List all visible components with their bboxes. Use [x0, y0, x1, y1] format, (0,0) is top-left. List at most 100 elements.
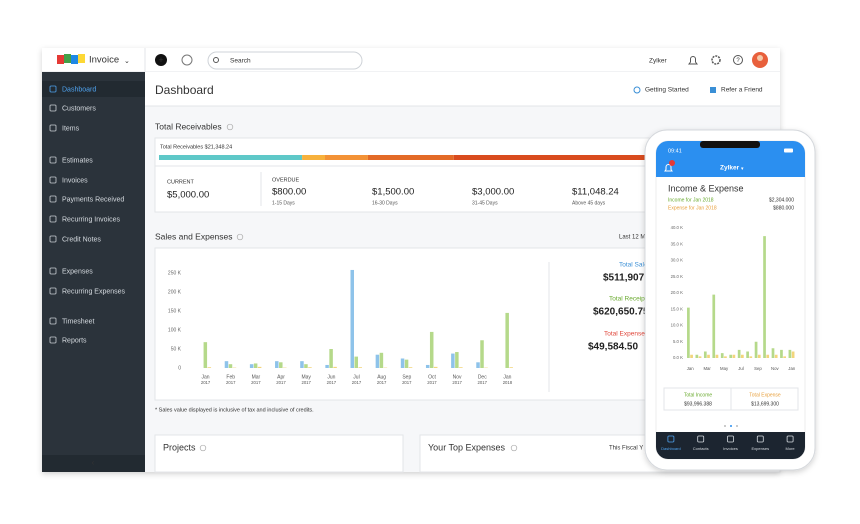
bar: [404, 359, 409, 368]
getting-started-link[interactable]: Getting Started: [645, 87, 689, 94]
menu-item[interactable]: Dashboard: [62, 86, 96, 93]
menu-item[interactable]: Customers: [62, 105, 96, 112]
income-amount: $2,304.000: [769, 197, 794, 203]
x-tick-label: Dec: [478, 374, 487, 380]
menu-item[interactable]: Payments Received: [62, 196, 124, 203]
tab-label[interactable]: Dashboard: [661, 446, 681, 451]
plus-icon: +: [158, 55, 163, 65]
bar: [774, 354, 778, 358]
phone-org[interactable]: Zylker: [720, 165, 740, 172]
menu-item[interactable]: Recurring Invoices: [62, 216, 120, 223]
sidebar-collapse[interactable]: [42, 455, 145, 472]
menu-icon: [49, 156, 57, 164]
menu-item[interactable]: Credit Notes: [62, 236, 101, 243]
bar: [228, 364, 233, 368]
phone-bell[interactable]: [664, 164, 673, 172]
x-tick-label: Jul: [738, 366, 744, 371]
bar: [771, 348, 775, 358]
tab-label[interactable]: Contacts: [693, 446, 709, 451]
bar: [763, 236, 766, 358]
x-tick-label: Jul: [353, 374, 359, 380]
x-tick-year: 2017: [452, 380, 462, 385]
tab-icon: [727, 435, 734, 443]
search-icon: [213, 57, 219, 63]
settings-icon[interactable]: [711, 55, 721, 65]
new-button[interactable]: [155, 54, 167, 66]
tab-label[interactable]: More: [786, 446, 796, 451]
menu-icon: [49, 287, 57, 295]
menu-icon: [49, 124, 57, 132]
bar: [766, 354, 770, 358]
bar: [224, 361, 229, 368]
card-range: 16-30 Days: [372, 200, 398, 206]
x-tick-label: Feb: [226, 374, 235, 380]
expense-amount: $880.000: [773, 205, 794, 211]
tab-icon: [786, 435, 794, 443]
x-tick-year: 2017: [226, 380, 236, 385]
help-mark: ?: [736, 58, 740, 64]
period-select[interactable]: This Fiscal Y: [609, 446, 643, 452]
menu-item[interactable]: Timesheet: [62, 318, 94, 325]
bar: [203, 342, 208, 368]
tab-label[interactable]: Expenses: [752, 446, 770, 451]
menu-item[interactable]: Recurring Expenses: [62, 288, 126, 295]
y-tick-label: 0: [178, 365, 181, 371]
card-range: 1-15 Days: [272, 200, 295, 206]
x-tick-year: 2017: [201, 380, 211, 385]
total-amount: $620,650.75: [593, 307, 649, 318]
recent-icon[interactable]: [181, 54, 193, 66]
help-icon[interactable]: [733, 55, 743, 65]
x-tick-label: Mar: [252, 374, 261, 380]
x-tick-label: Jun: [327, 374, 335, 380]
bar: [703, 351, 707, 358]
y-tick-label: 0.0 K: [673, 355, 683, 360]
menu-item[interactable]: Invoices: [62, 177, 88, 184]
bar: [451, 353, 455, 368]
menu-item[interactable]: Reports: [62, 337, 87, 344]
page-title: Dashboard: [155, 83, 214, 97]
caret: ▾: [741, 166, 744, 172]
x-tick-label: Jan: [788, 366, 796, 371]
total-label: Total Sales: [619, 262, 652, 269]
menu-icon: [49, 215, 57, 223]
phone-title: Income & Expense: [668, 183, 744, 193]
sidebar-menu: Dashboard Customers Items Estimates Invoices…: [42, 81, 145, 344]
x-tick-year: 2017: [251, 380, 261, 385]
bell-icon[interactable]: [688, 56, 698, 65]
bar-segment: [159, 155, 303, 160]
menu-item[interactable]: Items: [62, 125, 80, 132]
total-label: Total Expenses: [604, 331, 649, 338]
menu-item[interactable]: Expenses: [62, 268, 93, 275]
gift-icon: [710, 87, 716, 93]
info-icon: [199, 444, 207, 452]
menu-item[interactable]: Estimates: [62, 157, 93, 164]
y-tick-label: 200 K: [168, 289, 182, 295]
battery-icon: [784, 148, 793, 153]
org-name[interactable]: Zylker: [649, 58, 668, 65]
avatar-face: [757, 55, 763, 61]
bar: [325, 364, 329, 368]
x-tick-label: Mar: [703, 366, 711, 371]
bar: [257, 366, 262, 368]
info-icon: [236, 233, 244, 241]
bar: [459, 367, 463, 368]
x-tick-year: 2017: [301, 380, 311, 385]
refer-link[interactable]: Refer a Friend: [721, 87, 763, 94]
x-tick-year: 2017: [276, 380, 286, 385]
x-tick-label: Aug: [377, 374, 386, 380]
tab-label[interactable]: Invoices: [723, 446, 738, 451]
card-amount: $11,048.24: [572, 187, 619, 198]
x-tick-label: Jan: [687, 366, 695, 371]
bar: [715, 354, 719, 358]
period-select[interactable]: Last 12 M: [619, 235, 645, 241]
y-tick-label: 5.0 K: [673, 339, 683, 344]
search-box[interactable]: [207, 51, 363, 70]
phone-header: [656, 141, 805, 177]
tab-bar: [656, 432, 805, 459]
tab-icon: [667, 435, 675, 443]
bar: [300, 361, 304, 368]
bar: [695, 354, 699, 358]
y-tick-label: 250 K: [168, 270, 182, 276]
bar-segment: [302, 155, 325, 160]
